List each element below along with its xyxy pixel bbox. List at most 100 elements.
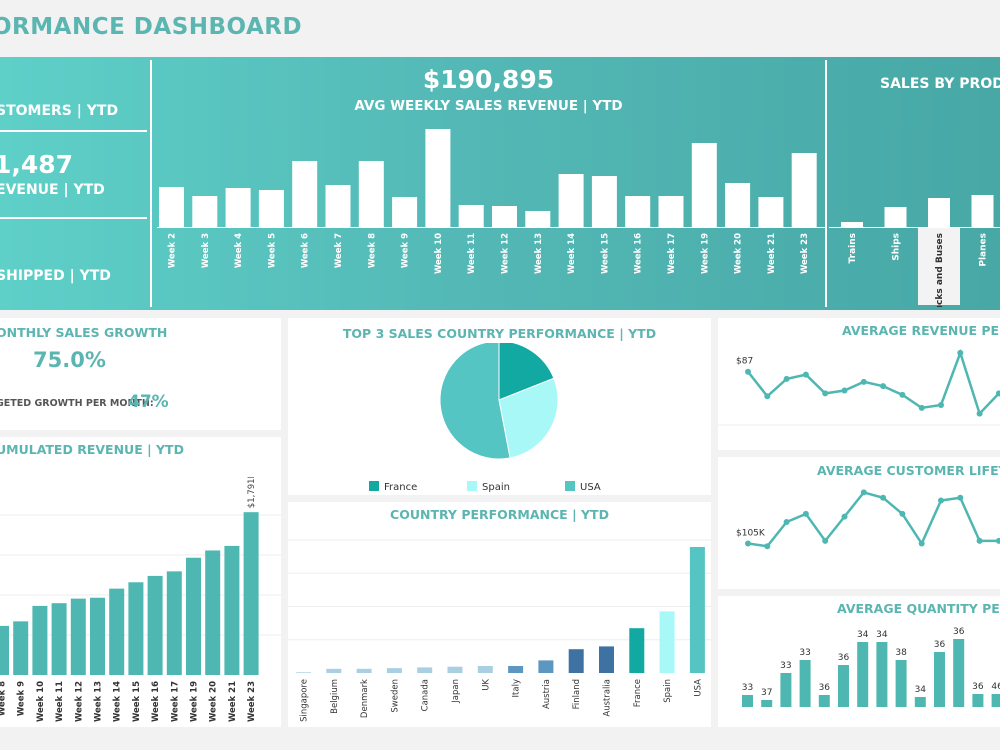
arpu-point [899,391,906,398]
country-tick-label: Austria [542,679,552,709]
legend-label-france: France [384,482,417,493]
clv-point [880,494,887,501]
cumulative-bar-week-23 [243,512,259,675]
weekly-tick-label: Week 2 [168,233,178,268]
clv-point [802,510,809,517]
weekly-tick-label: Week 14 [567,233,577,274]
qty-data-label: 33 [742,683,753,693]
weekly-bar-week-23 [791,153,817,227]
weekly-bar-week-2 [159,187,184,227]
qty-data-label: 34 [857,630,869,640]
cumulative-bar-week-9 [13,621,29,675]
arpu-line [747,349,1000,417]
cumulative-tick-label: Week 20 [209,681,219,722]
clv-point [918,540,925,547]
product-tick-label: Trains [848,233,858,264]
clv-panel: AVERAGE CUSTOMER LIFETIME $105K [718,457,1000,589]
country-tick-label: France [633,679,643,707]
kpi-divider-top [0,130,147,132]
kpi-divider-bottom [0,217,147,219]
qty-data-label: 36 [819,683,831,693]
weekly-tick-label: Week 23 [800,233,810,274]
cumulative-tick-label: Week 8 [0,681,8,716]
weekly-bar-week-5 [258,190,284,227]
arpu-point [745,368,751,375]
cumulative-tick-label: Week 17 [170,681,180,722]
weekly-bar-week-11 [458,205,484,227]
qty-data-label: 34 [876,630,888,640]
cumulative-tick-label: Week 19 [190,681,200,722]
weekly-tick-label: Week 7 [334,233,344,268]
weekly-tick-label: Week 5 [267,233,277,268]
cumulative-bar-week-10 [32,605,48,675]
cumulative-tick-label: Week 15 [132,681,142,722]
clv-point [899,510,906,517]
cumulative-bar-week-14 [109,588,125,675]
weekly-bar-week-19 [691,143,717,227]
qty-bar [953,639,965,707]
weekly-bar-week-13 [525,211,551,227]
weekly-bar-week-12 [492,206,517,227]
weekly-bar-week-21 [758,197,784,227]
country-tick-label: Belgium [330,679,340,714]
arpu-line-chart: $87 [718,349,1000,426]
weekly-bar-week-9 [392,197,418,227]
arpu-point [841,387,848,394]
qty-bar [991,694,1000,707]
qty-title: AVERAGE QUANTITY PER W [837,601,1000,616]
product-tick-label: Trucks and Buses [935,233,945,307]
cumulative-bar-week-17 [166,571,182,675]
arpu-point [957,349,964,356]
cumulative-tick-label: Week 9 [17,681,27,716]
qty-bar [818,695,830,707]
clv-line-chart: $105K [736,489,1000,550]
country-bar-italy [508,666,524,673]
cumulative-tick-label: Week 11 [55,681,65,722]
weekly-tick-label: Week 8 [367,233,377,268]
qty-data-label: 37 [761,688,772,698]
qty-bar [742,695,753,707]
weekly-tick-label: Week 19 [700,233,710,274]
weekly-tick-label: Week 15 [600,233,610,274]
qty-panel: AVERAGE QUANTITY PER W 33373333363634343… [718,596,1000,727]
weekly-tick-label: Week 11 [467,233,477,274]
qty-bar [934,652,945,707]
revenue-kpi-label: EVENUE | YTD [0,182,105,198]
qty-bar [761,700,773,707]
qty-data-label: 38 [895,648,907,658]
country-tick-label: Italy [512,679,522,697]
weekly-tick-label: Week 16 [634,233,644,274]
cumulative-tick-label: Week 16 [151,681,161,722]
country-bar-japan [447,666,463,673]
country-bar-belgium [326,668,342,673]
qty-bar [972,694,984,707]
qty-data-label: 36 [972,682,984,692]
weekly-tick-label: Week 12 [501,233,511,274]
country-tick-label: Sweden [390,679,400,713]
country-bar-usa [689,547,705,673]
clv-point [938,497,944,504]
top3-country-title: TOP 3 SALES COUNTRY PERFORMANCE | YTD [342,326,657,341]
country-performance-title: COUNTRY PERFORMANCE | YTD [390,507,609,522]
qty-bar [799,660,811,707]
qty-data-label: 34 [915,685,927,695]
product-bar-trains [841,222,863,227]
clv-point [822,537,829,544]
clv-point [745,540,751,547]
sales-by-product-chart: Trains Ships Trucks and Buses Planes [829,195,1000,307]
weekly-bar-week-6 [292,161,318,227]
weekly-bar-week-16 [625,196,651,227]
budget-growth-value: 47% [128,392,169,412]
kpi-banner [0,57,1000,310]
arpu-point [764,393,771,400]
country-bar-finland [568,649,584,673]
product-tick-label: Ships [892,233,902,261]
weekly-tick-label: Week 17 [667,233,677,274]
country-bar-france [629,628,645,673]
country-bar-singapore [296,672,311,673]
arpu-point [802,371,809,378]
legend-swatch-spain [467,481,477,491]
arpu-point [995,390,1000,397]
monthly-growth-panel: ONTHLY SALES GROWTH 75.0% GETED GROWTH P… [0,318,281,430]
legend-swatch-usa [565,481,575,491]
